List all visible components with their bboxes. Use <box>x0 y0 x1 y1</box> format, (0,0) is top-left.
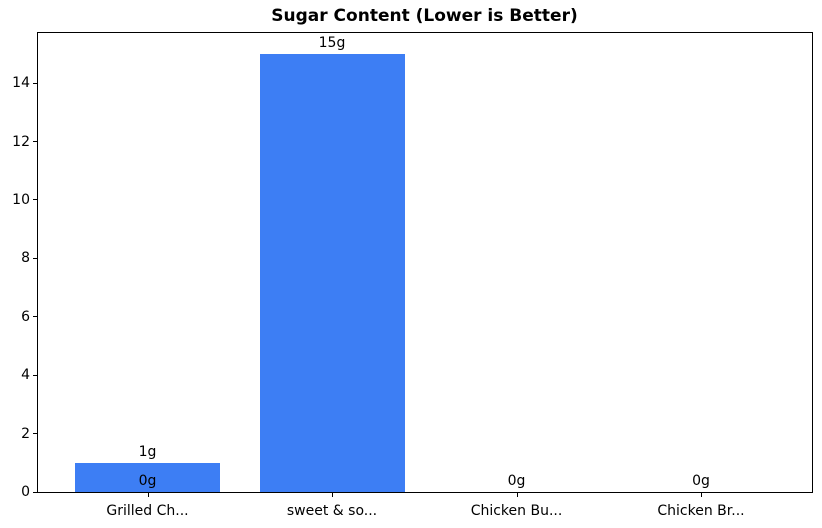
x-tick-label: sweet & so... <box>286 503 378 519</box>
y-tick-label: 8 <box>21 250 30 267</box>
y-tick-mark <box>33 82 37 84</box>
y-tick-mark <box>33 491 37 493</box>
bar <box>75 462 220 492</box>
bar-value-label: 15g <box>318 34 346 51</box>
bar-value-label: 0g <box>507 473 526 489</box>
y-tick-mark <box>33 374 37 376</box>
y-tick-label: 6 <box>21 308 30 325</box>
y-tick-mark <box>33 199 37 201</box>
zero-annotation: 0g <box>138 473 157 489</box>
y-tick-label: 14 <box>12 75 30 92</box>
y-tick-mark <box>33 316 37 318</box>
y-tick-label: 4 <box>21 367 30 384</box>
y-tick-label: 0 <box>21 484 30 500</box>
y-tick-mark <box>33 141 37 143</box>
x-tick-mark <box>147 493 149 497</box>
x-tick-label: Grilled Ch... <box>106 503 189 519</box>
x-tick-mark <box>516 493 518 497</box>
x-tick-mark <box>332 493 333 497</box>
x-tick-mark <box>701 493 702 497</box>
plot-area <box>37 32 813 493</box>
y-tick-mark <box>33 433 37 435</box>
x-tick-label: Chicken Bu... <box>470 503 563 519</box>
chart-title: Sugar Content (Lower is Better) <box>271 6 578 26</box>
y-tick-mark <box>33 257 37 259</box>
y-tick-label: 10 <box>12 191 30 208</box>
bar <box>259 53 405 492</box>
x-tick-label: Chicken Br... <box>657 503 745 519</box>
bar-value-label: 0g <box>692 473 710 489</box>
y-tick-label: 2 <box>21 425 30 442</box>
y-tick-label: 12 <box>12 133 30 150</box>
bar-value-label: 1g <box>138 443 157 460</box>
